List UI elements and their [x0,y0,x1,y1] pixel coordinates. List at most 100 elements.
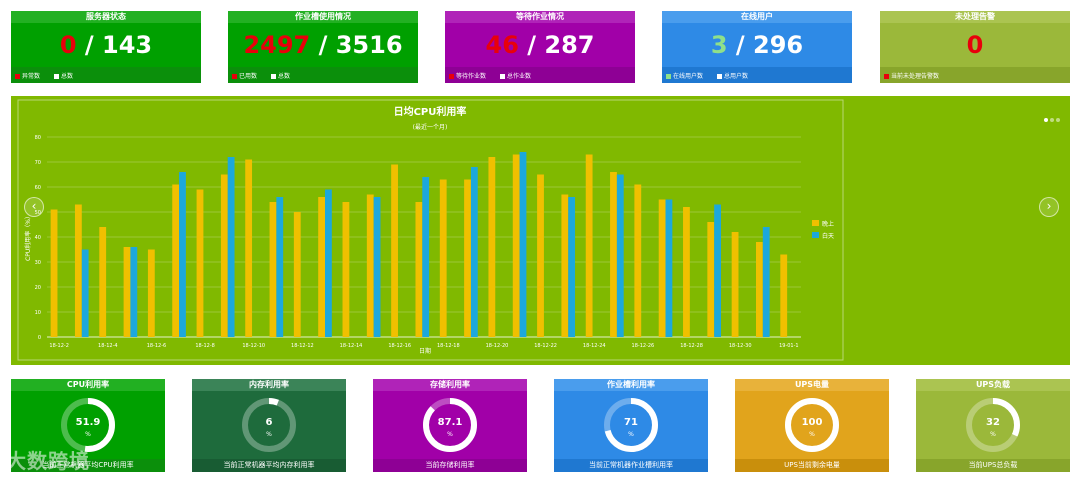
legend-label: 总作业数 [507,72,532,80]
memory-usage-gauge-card: 内存利用率 6% 当前正常机器平均内存利用率 [192,379,346,472]
y-tick-label: 80 [35,135,41,141]
card-value: 0 / 143 [11,23,201,67]
bar-night [391,164,398,337]
card-legend: 在线用户数 总用户数 [666,73,762,82]
y-tick-label: 70 [35,160,41,166]
card-title: 作业槽利用率 [554,379,708,391]
bar-day [422,177,430,337]
bar-night [731,232,739,337]
legend-swatch [15,74,20,79]
y-tick-label: 10 [35,310,41,316]
bar-day [665,199,673,337]
legend-label: 总数 [61,72,74,80]
waiting-jobs-card: 等待作业情况 46 / 287 等待作业数 总作业数 [445,11,635,83]
gauge: 100% [735,393,889,457]
bar-night [342,202,350,337]
gauge-fill [423,398,477,452]
gauge-fill [785,398,839,452]
x-tick-label: 18-12-12 [291,343,314,349]
gauge-unit: % [447,431,453,438]
storage-usage-gauge-card: 存储利用率 87.1% 当前存储利用率 [373,379,527,472]
card-legend: 等待作业数 总作业数 [449,73,545,82]
x-tick-label: 18-12-22 [534,343,557,349]
legend-label: 晚上 [822,220,834,228]
card-title: UPS电量 [735,379,889,391]
card-footer: UPS当前剩余电量 [735,459,889,472]
value-separator: / [518,31,545,59]
card-legend: 已用数 总数 [232,73,304,82]
bar-night [293,212,301,337]
y-tick-label: 0 [38,335,41,341]
bar-night [464,179,471,337]
card-title: 内存利用率 [192,379,346,391]
used-count: 2497 [243,31,311,59]
legend-swatch [271,74,277,79]
cpu-bar-chart: 日均CPU利用率(最近一个月)01020304050607080CPU利用率（%… [17,99,844,361]
card-footer: 当前存储利用率 [373,459,527,472]
carousel-dot[interactable] [1056,118,1060,122]
gauge-fill [966,398,1020,452]
gauge-fill [604,398,658,452]
legend-label: 当前未处理告警数 [891,72,940,80]
card-title: 未处理告警 [880,11,1070,23]
bar-day [81,249,89,337]
bar-night [585,154,593,337]
carousel-next-button[interactable]: › [1039,197,1059,217]
bar-night [683,207,690,337]
total-count: 143 [102,31,153,59]
gauge: 32% [916,393,1070,457]
carousel-dot[interactable] [1044,118,1048,122]
value-separator: / [727,31,754,59]
bar-day [276,197,284,337]
bar-night [439,179,447,337]
bar-day [568,197,576,337]
gauge-ring: 51.9% [61,398,115,452]
card-footer [228,67,418,83]
total-count: 3516 [335,31,403,59]
bar-night [634,184,642,337]
carousel-prev-button[interactable]: ‹ [24,197,44,217]
gauge-unit: % [990,431,996,438]
x-tick-label: 18-12-30 [729,343,752,349]
card-footer [445,67,635,83]
carousel-dot[interactable] [1050,118,1054,122]
chart-frame [17,99,844,361]
x-tick-label: 18-12-10 [242,343,265,349]
gauge-fill [61,398,115,452]
online-users-card: 在线用户 3 / 296 在线用户数 总用户数 [662,11,852,83]
bar-day [714,204,721,337]
x-tick-label: 18-12-24 [583,343,606,349]
ups-load-gauge-card: UPS负载 32% 当前UPS总负载 [916,379,1070,472]
bar-night [537,174,544,337]
gauge: 6% [192,393,346,457]
bar-night [99,227,107,337]
gauge-value: 100 [802,417,823,428]
legend-label: 白天 [822,232,834,240]
legend-swatch [812,232,819,238]
ups-battery-gauge-card: UPS电量 100% UPS当前剩余电量 [735,379,889,472]
y-tick-label: 40 [35,235,41,241]
gauge-ring: 100% [785,398,839,452]
y-tick-label: 30 [35,260,41,266]
bar-night [245,159,253,337]
card-footer [662,67,852,83]
x-axis-label: 日期 [419,347,431,355]
bar-night [196,189,204,337]
gauge: 71% [554,393,708,457]
bar-day [616,174,624,337]
bar-night [610,172,617,337]
x-tick-label: 18-12-6 [147,343,167,349]
gauge: 87.1% [373,393,527,457]
x-tick-label: 18-12-4 [98,343,118,349]
legend-swatch [54,74,60,79]
gauge-ring: 32% [966,398,1020,452]
bar-day [227,157,235,337]
bar-night [658,199,666,337]
total-count: 287 [544,31,595,59]
bar-night [147,249,155,337]
bar-night [50,209,58,337]
job-slot-usage-gauge-card: 作业槽利用率 71% 当前正常机器作业槽利用率 [554,379,708,472]
x-tick-label: 18-12-26 [632,343,655,349]
x-tick-label: 19-01-1 [779,343,799,349]
server-status-card: 服务器状态 0 / 143 异常数 总数 [11,11,201,83]
